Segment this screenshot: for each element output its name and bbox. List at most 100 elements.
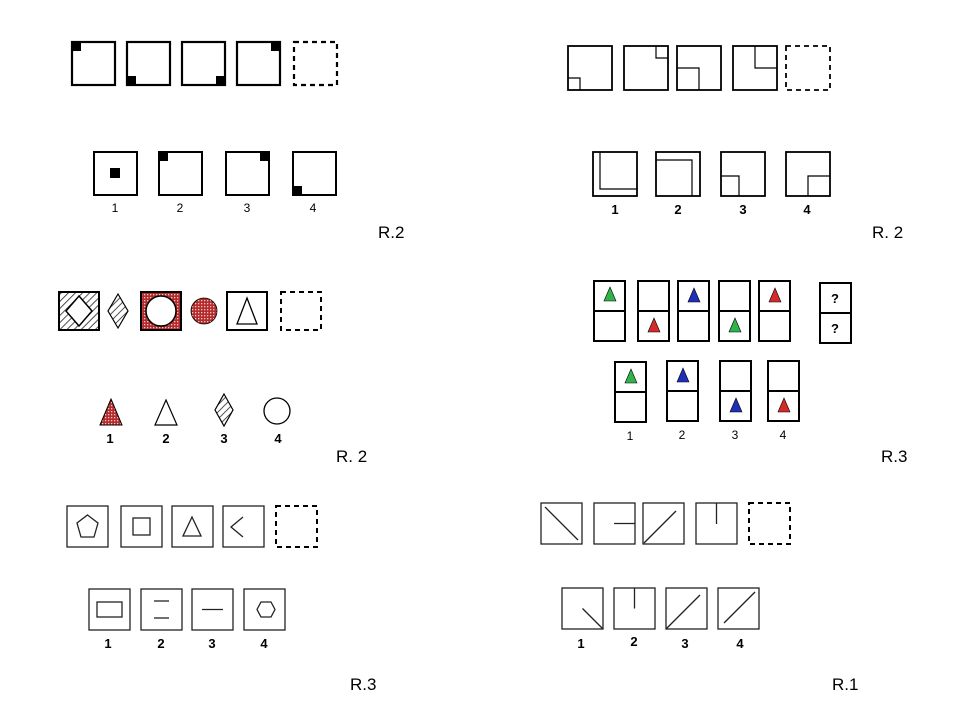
puzzle-6: 1 2 3 4 R.1	[540, 502, 858, 694]
option-4[interactable]	[292, 151, 337, 196]
option-3[interactable]	[214, 392, 234, 428]
option-4[interactable]	[767, 360, 800, 422]
unknown-mark: ?	[831, 321, 839, 336]
unknown-mark: ?	[831, 291, 839, 306]
domino-tile	[637, 280, 670, 342]
option-label: 2	[162, 431, 169, 446]
option-label: 4	[274, 431, 282, 446]
sequence-figure	[66, 505, 109, 548]
sequence-figure	[676, 45, 722, 91]
sequence-figure	[190, 297, 218, 325]
sequence-figure	[235, 40, 282, 87]
option-2[interactable]	[666, 360, 699, 422]
option-1[interactable]	[614, 361, 647, 423]
option-label: 3	[732, 428, 739, 442]
option-label: 4	[736, 636, 744, 651]
option-label: 1	[106, 431, 113, 446]
option-label: 1	[611, 202, 618, 217]
answer-label: R.3	[350, 675, 376, 694]
option-label: 4	[780, 428, 787, 442]
option-label: 3	[739, 202, 746, 217]
unknown-domino-tile	[819, 282, 852, 344]
option-label: 4	[260, 636, 268, 651]
sequence-figure	[125, 40, 172, 87]
sequence-row	[540, 502, 791, 545]
puzzle-2: 1 2 3 4 R. 2	[567, 45, 903, 242]
sequence-figure	[107, 292, 129, 330]
missing-figure-box	[785, 45, 831, 91]
sequence-figure	[226, 291, 268, 331]
option-3[interactable]	[719, 360, 752, 422]
options-row	[592, 151, 831, 197]
sequence-figure	[567, 45, 613, 91]
option-label: 1	[112, 201, 119, 215]
puzzle-5: 1 2 3 4 R.3	[66, 505, 376, 694]
sequence-row	[70, 40, 339, 87]
sequence-figure	[642, 502, 685, 545]
sequence-figure	[623, 45, 669, 91]
sequence-figure	[120, 505, 163, 548]
sequence-figure	[171, 505, 214, 548]
missing-figure-box	[748, 502, 791, 545]
sequence-figure	[593, 502, 636, 545]
missing-figure-box	[292, 40, 339, 87]
sequence-figure	[540, 502, 583, 545]
options-row	[93, 151, 337, 196]
sequence-figure	[58, 291, 100, 331]
domino-tile	[593, 280, 626, 342]
option-label: 2	[177, 201, 184, 215]
option-label: 1	[627, 429, 634, 443]
option-label: 3	[244, 201, 251, 215]
option-1[interactable]	[99, 397, 123, 426]
answer-label: R. 2	[872, 223, 903, 242]
option-3[interactable]	[191, 588, 234, 631]
option-2[interactable]	[154, 398, 178, 426]
option-label: 4	[803, 202, 811, 217]
option-label: 1	[577, 636, 584, 651]
answer-label: R.2	[378, 223, 404, 242]
option-label: 3	[220, 431, 227, 446]
option-label: 2	[679, 428, 686, 442]
sequence-row	[567, 45, 831, 91]
option-1[interactable]	[561, 587, 604, 630]
sequence-figure	[140, 291, 182, 331]
option-label: 2	[630, 634, 637, 649]
missing-figure-box	[280, 291, 322, 331]
puzzle-3: 1 2 3 4 R. 2	[58, 291, 367, 466]
option-label: 4	[310, 201, 317, 215]
sequence-figure	[222, 505, 265, 548]
option-4[interactable]	[717, 587, 760, 630]
option-2[interactable]	[613, 587, 656, 630]
option-label: 2	[674, 202, 681, 217]
option-3[interactable]	[720, 151, 766, 197]
option-2[interactable]	[158, 151, 203, 196]
answer-label: R. 2	[336, 447, 367, 466]
option-2[interactable]	[655, 151, 701, 197]
options-row	[88, 588, 286, 631]
option-4[interactable]	[243, 588, 286, 631]
options-row	[561, 587, 760, 630]
option-2[interactable]	[140, 588, 183, 631]
option-4[interactable]	[263, 397, 291, 425]
option-4[interactable]	[785, 151, 831, 197]
sequence-row	[66, 505, 318, 548]
option-label: 3	[208, 636, 215, 651]
option-3[interactable]	[665, 587, 708, 630]
domino-tile	[718, 280, 751, 342]
sequence-row	[593, 280, 852, 344]
sequence-figure	[70, 40, 117, 87]
option-3[interactable]	[225, 151, 270, 196]
options-row	[99, 392, 291, 428]
option-1[interactable]	[592, 151, 638, 197]
option-label: 3	[681, 636, 688, 651]
missing-figure-box	[275, 505, 318, 548]
option-1[interactable]	[88, 588, 131, 631]
option-1[interactable]	[93, 151, 138, 196]
sequence-figure	[732, 45, 778, 91]
option-label: 2	[157, 636, 164, 651]
puzzle-4: ? ? 1 2 3	[593, 280, 907, 466]
domino-tile	[677, 280, 710, 342]
domino-tile	[758, 280, 791, 342]
option-label: 1	[104, 636, 111, 651]
